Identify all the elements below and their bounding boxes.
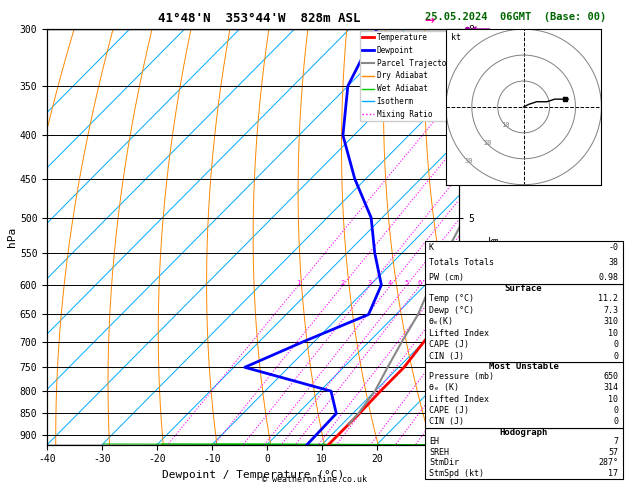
Text: Lifted Index: Lifted Index (429, 395, 489, 404)
Text: SREH: SREH (429, 448, 449, 457)
Text: StmSpd (kt): StmSpd (kt) (429, 469, 484, 478)
Text: Surface: Surface (505, 284, 542, 293)
Text: -0: -0 (608, 243, 618, 252)
Text: Totals Totals: Totals Totals (429, 258, 494, 267)
Text: 0.98: 0.98 (598, 273, 618, 281)
Text: 17: 17 (608, 469, 618, 478)
Text: 38: 38 (608, 258, 618, 267)
Text: 0: 0 (613, 352, 618, 361)
Text: StmDir: StmDir (429, 458, 459, 468)
Text: 6: 6 (418, 280, 422, 286)
Text: 10: 10 (501, 122, 509, 128)
Text: 310: 310 (603, 317, 618, 326)
Text: EH: EH (429, 437, 439, 446)
Text: 0: 0 (613, 406, 618, 415)
Text: 10: 10 (455, 280, 463, 286)
Text: θₑ (K): θₑ (K) (429, 383, 459, 392)
Text: θₑ(K): θₑ(K) (429, 317, 454, 326)
Text: LCL: LCL (426, 420, 442, 430)
Text: 314: 314 (603, 383, 618, 392)
Text: →: → (425, 10, 435, 29)
Text: 7.3: 7.3 (603, 306, 618, 315)
Text: Hodograph: Hodograph (499, 428, 548, 436)
Text: Dewp (°C): Dewp (°C) (429, 306, 474, 315)
Text: 0: 0 (613, 417, 618, 427)
Text: Pressure (mb): Pressure (mb) (429, 372, 494, 381)
Text: 287°: 287° (598, 458, 618, 468)
Text: Temp (°C): Temp (°C) (429, 295, 474, 303)
Text: 10: 10 (608, 395, 618, 404)
Text: 20: 20 (483, 140, 492, 146)
Text: CIN (J): CIN (J) (429, 417, 464, 427)
Y-axis label: hPa: hPa (7, 227, 17, 247)
Text: 5: 5 (404, 280, 408, 286)
Text: 8: 8 (439, 280, 443, 286)
X-axis label: Dewpoint / Temperature (°C): Dewpoint / Temperature (°C) (162, 470, 344, 480)
Text: K: K (429, 243, 434, 252)
Text: 2: 2 (340, 280, 345, 286)
Text: 25.05.2024  06GMT  (Base: 00): 25.05.2024 06GMT (Base: 00) (425, 12, 606, 22)
Text: 11.2: 11.2 (598, 295, 618, 303)
Text: CAPE (J): CAPE (J) (429, 340, 469, 349)
Text: 57: 57 (608, 448, 618, 457)
Y-axis label: km
ASL: km ASL (485, 237, 503, 259)
Text: Lifted Index: Lifted Index (429, 329, 489, 338)
Text: Most Unstable: Most Unstable (489, 362, 559, 371)
Legend: Temperature, Dewpoint, Parcel Trajectory, Dry Adiabat, Wet Adiabat, Isotherm, Mi: Temperature, Dewpoint, Parcel Trajectory… (360, 31, 458, 121)
Text: kt: kt (451, 33, 461, 41)
Text: 10: 10 (608, 329, 618, 338)
Text: 41°48'N  353°44'W  828m ASL: 41°48'N 353°44'W 828m ASL (159, 12, 360, 25)
Text: CAPE (J): CAPE (J) (429, 406, 469, 415)
Text: 4: 4 (388, 280, 392, 286)
Text: 30: 30 (465, 158, 474, 164)
Text: 650: 650 (603, 372, 618, 381)
Text: CIN (J): CIN (J) (429, 352, 464, 361)
Text: 3: 3 (368, 280, 372, 286)
Text: © weatheronline.co.uk: © weatheronline.co.uk (262, 474, 367, 484)
Text: 1: 1 (296, 280, 300, 286)
Text: PW (cm): PW (cm) (429, 273, 464, 281)
Text: 7: 7 (613, 437, 618, 446)
Text: 0: 0 (613, 340, 618, 349)
